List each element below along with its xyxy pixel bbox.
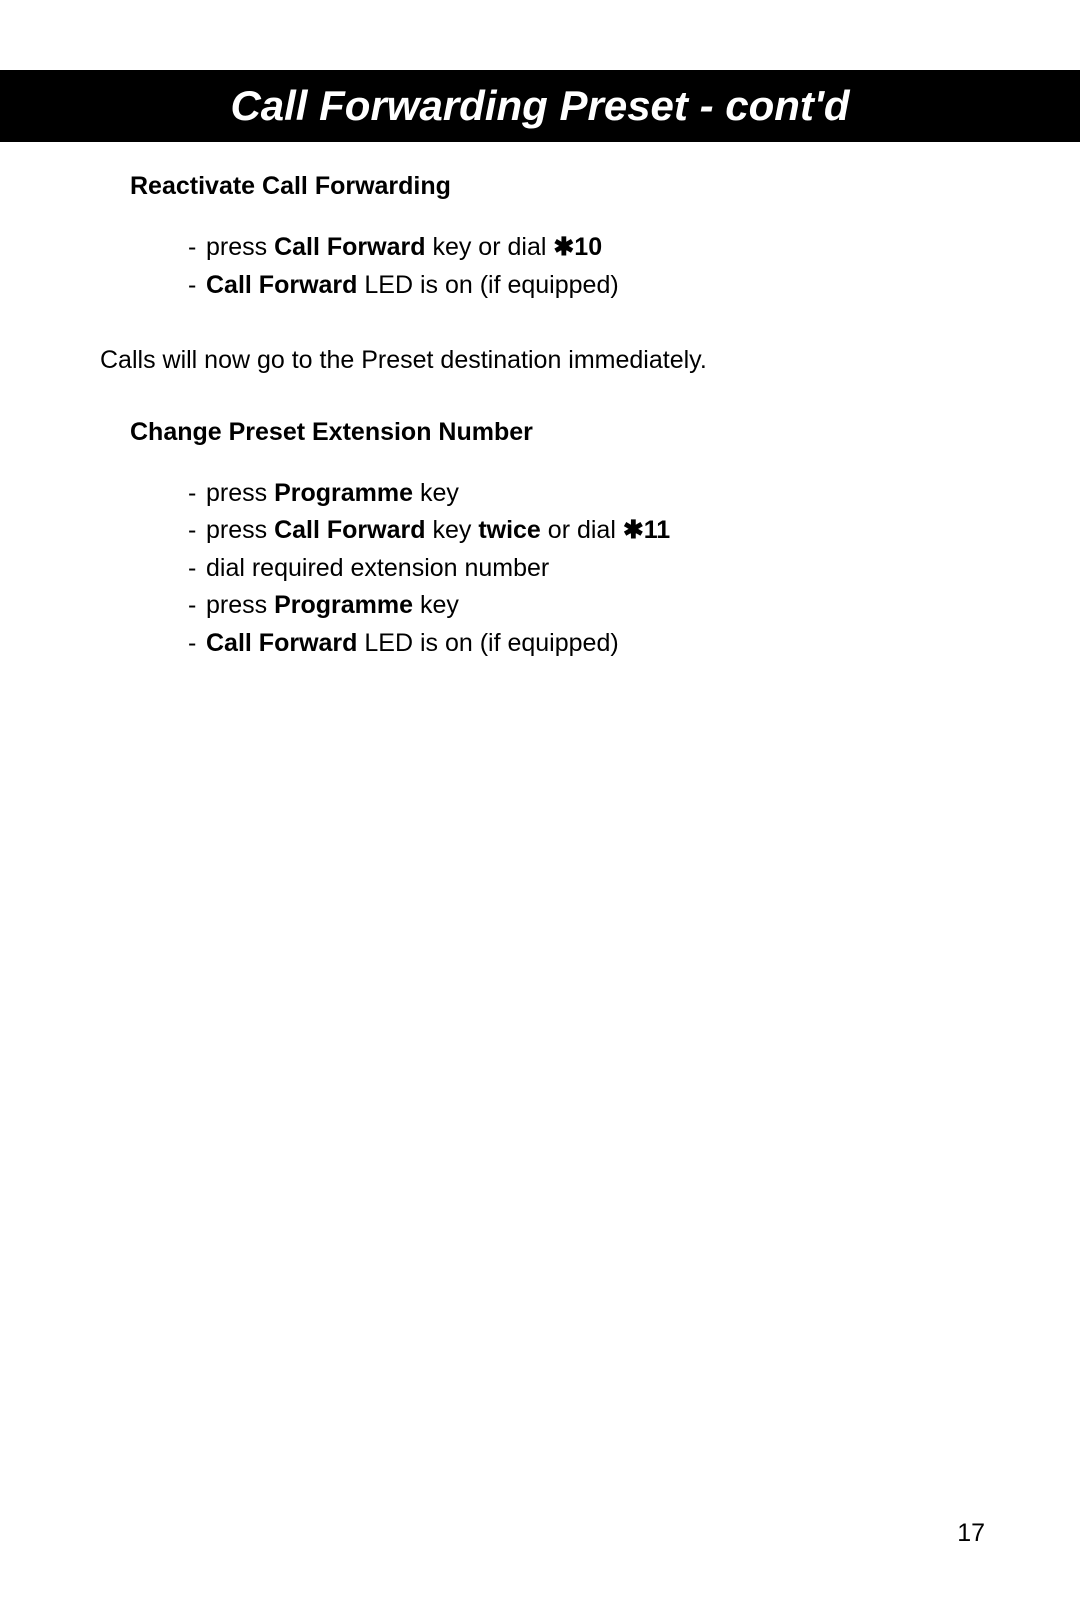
item-text: key: [426, 516, 479, 544]
section1-heading: Reactivate Call Forwarding: [130, 172, 985, 201]
list-item: press Call Forward key twice or dial ✱11: [188, 512, 985, 550]
item-text: press: [206, 516, 274, 544]
section2-list: press Programme key press Call Forward k…: [188, 475, 985, 663]
item-text: or dial: [541, 516, 623, 544]
list-item: Call Forward LED is on (if equipped): [188, 267, 985, 305]
item-bold: Call Forward: [206, 271, 357, 299]
page-header: Call Forwarding Preset - cont'd: [0, 70, 1080, 142]
list-item: dial required extension number: [188, 550, 985, 588]
list-item: press Call Forward key or dial ✱10: [188, 229, 985, 267]
item-bold: Programme: [274, 479, 413, 507]
body-paragraph: Calls will now go to the Preset destinat…: [100, 342, 985, 380]
page-number: 17: [957, 1519, 985, 1548]
item-text: dial required extension number: [206, 554, 549, 582]
section1-list: press Call Forward key or dial ✱10 Call …: [188, 229, 985, 304]
item-bold: twice: [478, 516, 541, 544]
section2-heading: Change Preset Extension Number: [130, 418, 985, 447]
list-item: press Programme key: [188, 475, 985, 513]
list-item: Call Forward LED is on (if equipped): [188, 625, 985, 663]
item-bold: Call Forward: [274, 516, 425, 544]
item-bold: Programme: [274, 591, 413, 619]
page-content: Reactivate Call Forwarding press Call Fo…: [0, 142, 1080, 662]
item-text: LED is on (if equipped): [357, 629, 618, 657]
item-bold: Call Forward: [206, 629, 357, 657]
item-bold: ✱10: [553, 233, 602, 261]
item-text: key: [413, 591, 459, 619]
item-text: press: [206, 591, 274, 619]
item-text: LED is on (if equipped): [357, 271, 618, 299]
item-text: press: [206, 233, 274, 261]
item-text: key or dial: [426, 233, 554, 261]
item-text: key: [413, 479, 459, 507]
item-bold: ✱11: [623, 516, 670, 544]
item-text: press: [206, 479, 274, 507]
header-title: Call Forwarding Preset - cont'd: [230, 82, 849, 129]
item-bold: Call Forward: [274, 233, 425, 261]
list-item: press Programme key: [188, 587, 985, 625]
